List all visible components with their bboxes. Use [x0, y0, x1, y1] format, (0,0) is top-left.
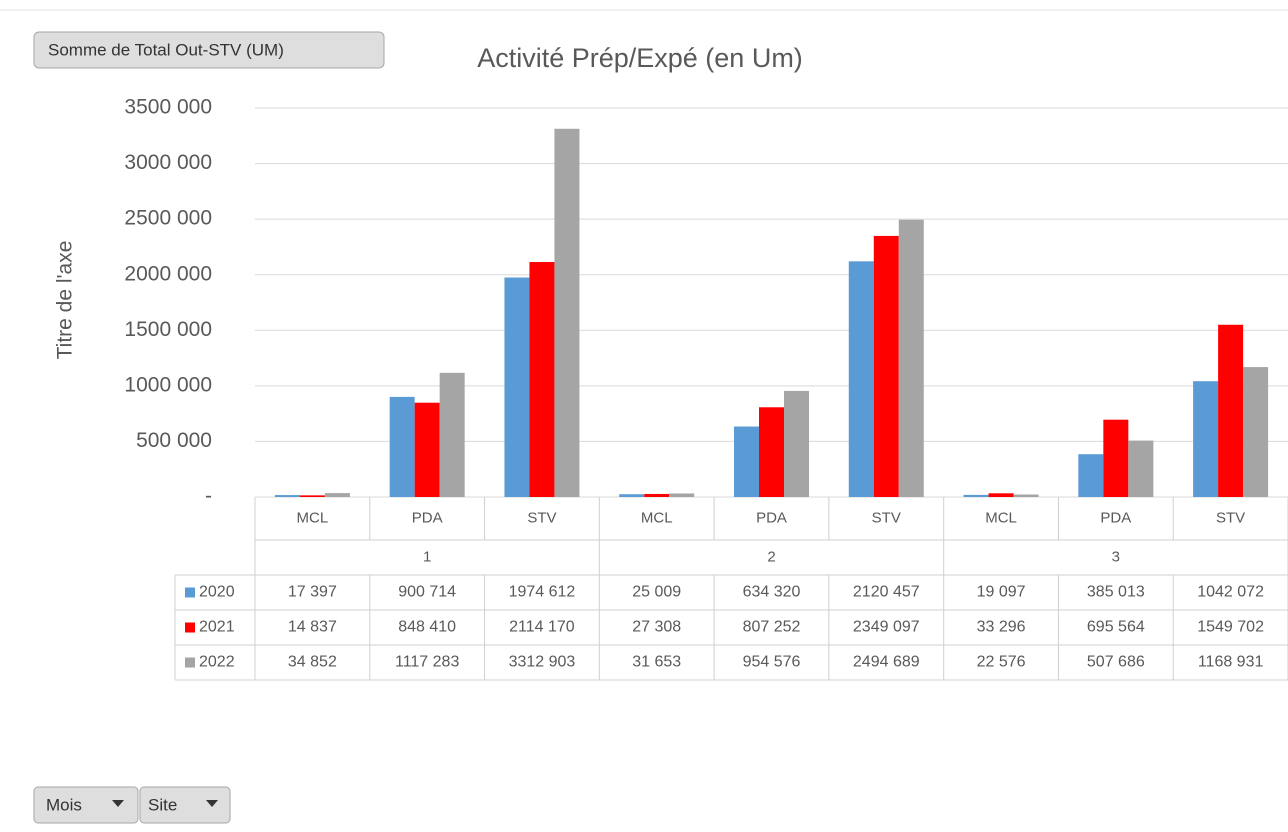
legend-label: 2022 [199, 654, 235, 671]
data-table-value: 695 564 [1087, 619, 1145, 636]
y-tick-label: 1500 000 [124, 318, 212, 341]
bar [554, 128, 580, 497]
data-table-value: 385 013 [1087, 584, 1145, 601]
bar [1193, 381, 1219, 497]
data-table-value: 3312 903 [509, 654, 576, 671]
data-table-value: 2494 689 [853, 654, 920, 671]
data-table-value: 22 576 [977, 654, 1026, 671]
x-tick-label: STV [1216, 509, 1245, 526]
bar [299, 495, 325, 497]
legend-swatch [185, 657, 195, 668]
bar [529, 262, 555, 497]
data-table-value: 19 097 [977, 584, 1026, 601]
y-tick-label: 1000 000 [124, 373, 212, 396]
y-axis-title: Titre de l'axe [54, 241, 77, 360]
filter-button[interactable] [139, 786, 231, 824]
chart-title: Activité Prép/Expé (en Um) [477, 43, 803, 73]
data-table-value: 807 252 [743, 619, 801, 636]
x-tick-label: MCL [297, 509, 329, 526]
legend-swatch [185, 622, 195, 633]
bar [988, 493, 1014, 497]
bar [669, 493, 695, 497]
data-table-value: 848 410 [398, 619, 456, 636]
x-tick-label: MCL [641, 509, 673, 526]
legend-swatch [185, 587, 195, 598]
data-table-value: 2349 097 [853, 619, 920, 636]
bar [784, 390, 809, 497]
data-table-value: 634 320 [743, 584, 801, 601]
y-tick-label: 2000 000 [124, 262, 212, 285]
data-table-value: 33 296 [977, 619, 1026, 636]
data-table-value: 1042 072 [1197, 584, 1264, 601]
data-table-value: 1168 931 [1198, 654, 1264, 671]
bar [873, 235, 899, 497]
data-table-value: 1549 702 [1197, 619, 1264, 636]
x-tick-label: PDA [756, 509, 787, 526]
y-tick-label: 3500 000 [124, 96, 212, 119]
filter-label: Mois [46, 795, 82, 814]
bar [274, 495, 300, 497]
bar [1013, 494, 1039, 497]
bar [898, 219, 924, 497]
data-table-value: 900 714 [398, 584, 456, 601]
x-tick-label: MCL [985, 509, 1017, 526]
x-tick-label: STV [872, 509, 901, 526]
data-table-value: 1117 283 [395, 654, 459, 671]
bar [439, 372, 465, 497]
x-tick-label: PDA [1100, 509, 1131, 526]
bar [1128, 440, 1154, 497]
bar [644, 493, 670, 497]
group-label: 3 [1112, 548, 1120, 565]
filter-button[interactable] [33, 786, 139, 824]
bar [1243, 367, 1269, 497]
bar [1218, 324, 1244, 497]
bar [619, 494, 645, 497]
bar [414, 402, 440, 497]
bar [1078, 454, 1104, 497]
y-tick-label: 3000 000 [124, 151, 212, 174]
data-table-value: 14 837 [288, 619, 337, 636]
bar [963, 494, 989, 497]
bar [504, 277, 530, 497]
data-table-value: 27 308 [632, 619, 681, 636]
data-table-value: 954 576 [743, 654, 801, 671]
x-tick-label: STV [527, 509, 556, 526]
bar [389, 396, 415, 497]
x-tick-label: PDA [412, 509, 443, 526]
y-tick-label: - [205, 485, 212, 508]
legend-label: 2020 [199, 584, 235, 601]
data-table-value: 2120 457 [853, 584, 920, 601]
bar [1103, 419, 1129, 497]
legend-label: 2021 [199, 619, 235, 636]
y-tick-label: 2500 000 [124, 207, 212, 230]
data-table-value: 31 653 [632, 654, 681, 671]
y-tick-label: 500 000 [136, 429, 212, 452]
data-table-value: 507 686 [1087, 654, 1145, 671]
data-table-value: 34 852 [288, 654, 337, 671]
filter-label: Site [148, 795, 177, 814]
dropdown-arrow [112, 800, 124, 807]
bar [324, 493, 350, 497]
dropdown-arrow [206, 800, 218, 807]
value-field-button[interactable] [33, 31, 385, 69]
bar [848, 261, 874, 497]
data-table-value: 2114 170 [509, 619, 575, 636]
group-label: 1 [423, 548, 431, 565]
data-table-value: 17 397 [288, 584, 337, 601]
data-table-value: 1974 612 [509, 584, 576, 601]
bar [759, 407, 784, 497]
data-table-value: 25 009 [632, 584, 681, 601]
group-label: 2 [767, 548, 775, 565]
value-field-label: Somme de Total Out-STV (UM) [48, 40, 284, 59]
bar [734, 426, 759, 497]
